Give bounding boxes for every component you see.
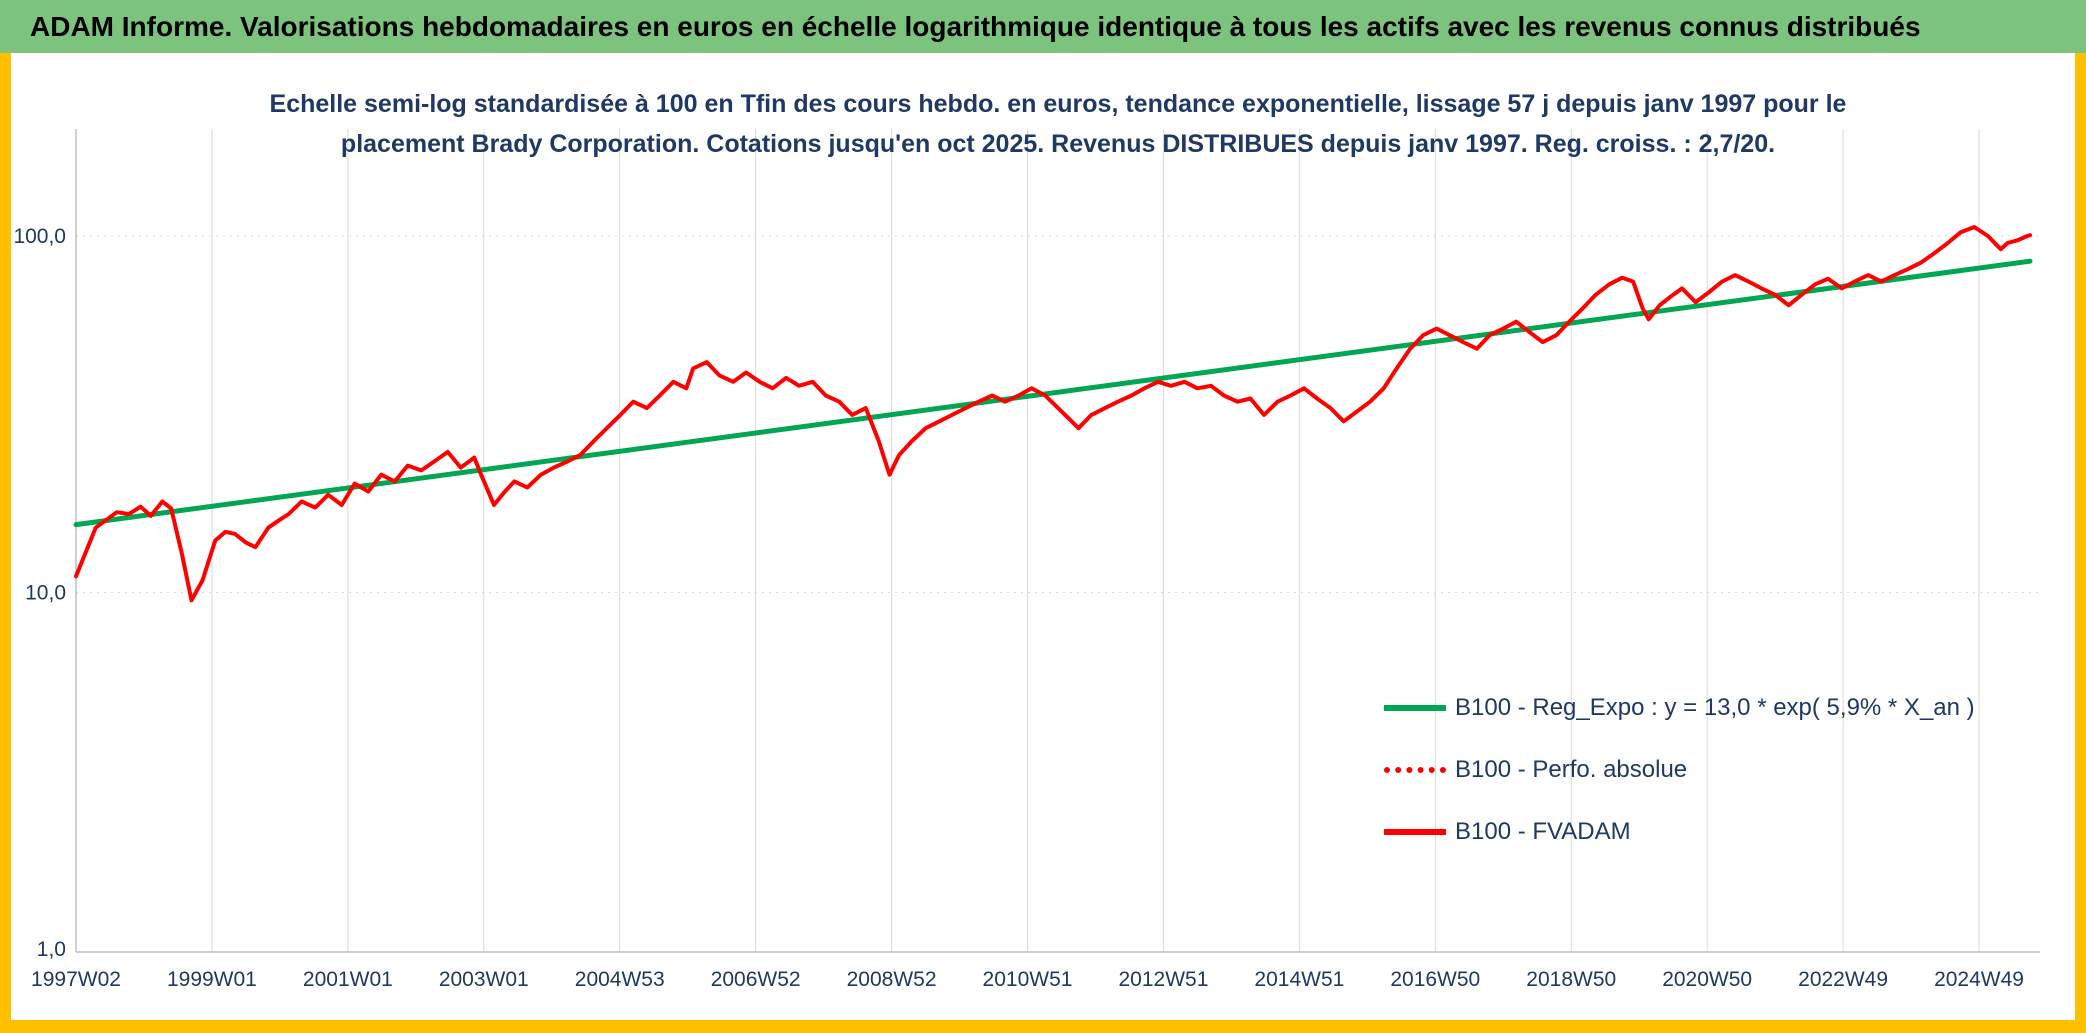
x-tick-label: 1997W02	[31, 968, 121, 991]
legend-line-red-solid-icon	[1384, 829, 1446, 835]
legend-item-fvadam: B100 - FVADAM	[1384, 811, 1975, 853]
x-tick-label: 2004W53	[575, 968, 665, 991]
y-tick-label: 1,0	[37, 938, 66, 961]
x-tick-label: 2010W51	[983, 968, 1073, 991]
chart-legend: B100 - Reg_Expo : y = 13,0 * exp( 5,9% *…	[1384, 687, 1975, 853]
accent-strip-right	[2075, 53, 2086, 1020]
chart-title: Echelle semi-log standardisée à 100 en T…	[76, 84, 2040, 164]
series-line-b100-reg-expo	[73, 258, 2033, 528]
y-tick-label: 100,0	[13, 225, 66, 248]
legend-line-green-icon	[1384, 705, 1446, 711]
x-tick-label: 2016W50	[1390, 968, 1480, 991]
x-tick-label: 2022W49	[1798, 968, 1888, 991]
x-tick-label: 2008W52	[847, 968, 937, 991]
app-header: ADAM Informe. Valorisations hebdomadaire…	[0, 0, 2086, 53]
accent-strip-bottom	[0, 1020, 2086, 1033]
chart-title-line2: placement Brady Corporation. Cotations j…	[340, 130, 1776, 158]
legend-item-perfo-absolue: B100 - Perfo. absolue	[1384, 749, 1975, 791]
x-tick-label: 2001W01	[303, 968, 393, 991]
x-tick-label: 1999W01	[167, 968, 257, 991]
x-tick-label: 2020W50	[1662, 968, 1752, 991]
series-line-b100-fvadam	[74, 225, 2032, 603]
legend-label-reg-expo: B100 - Reg_Expo : y = 13,0 * exp( 5,9% *…	[1455, 694, 1975, 721]
x-tick-label: 2003W01	[439, 968, 529, 991]
legend-line-red-dotted-icon	[1384, 767, 1446, 773]
x-tick-label: 2006W52	[711, 968, 801, 991]
accent-strip-left	[0, 53, 11, 1020]
legend-label-perfo-absolue: B100 - Perfo. absolue	[1455, 756, 1688, 783]
x-tick-label: 2018W50	[1526, 968, 1616, 991]
x-tick-label: 2014W51	[1254, 968, 1344, 991]
app-header-title: ADAM Informe. Valorisations hebdomadaire…	[30, 10, 1921, 42]
chart-title-line1: Echelle semi-log standardisée à 100 en T…	[269, 90, 1847, 118]
x-tick-label: 2024W49	[1934, 968, 2024, 991]
legend-label-fvadam: B100 - FVADAM	[1455, 818, 1631, 845]
y-tick-label: 10,0	[25, 582, 66, 605]
legend-item-reg-expo: B100 - Reg_Expo : y = 13,0 * exp( 5,9% *…	[1384, 687, 1975, 729]
x-tick-label: 2012W51	[1118, 968, 1208, 991]
